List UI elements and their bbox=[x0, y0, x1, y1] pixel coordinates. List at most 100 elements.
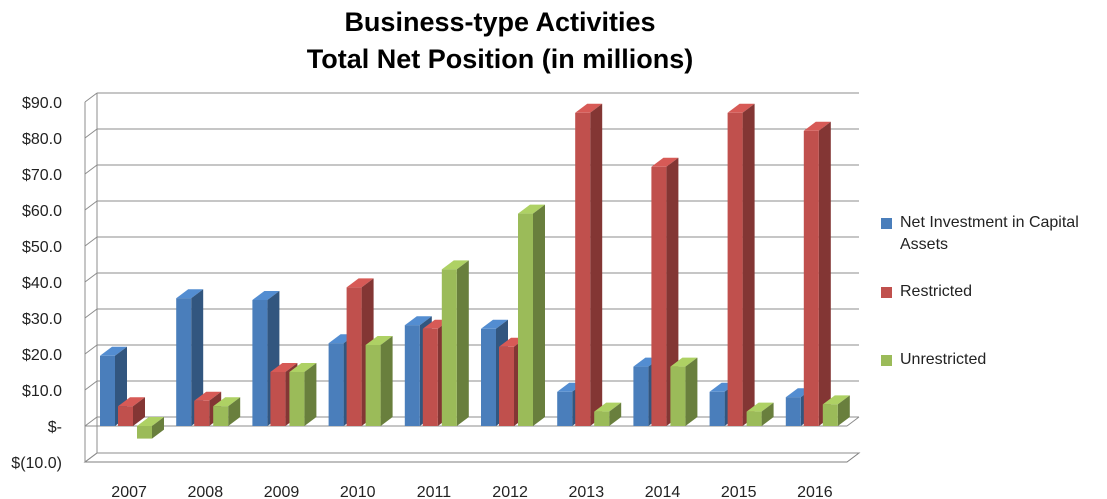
bar-top bbox=[289, 363, 317, 372]
bar bbox=[594, 411, 610, 426]
bar-side bbox=[609, 402, 622, 426]
gridline-side bbox=[84, 236, 98, 247]
y-tick-label: $70.0 bbox=[22, 167, 62, 184]
bar-top bbox=[651, 157, 679, 167]
chart-title: Business-type Activities Total Net Posit… bbox=[0, 4, 1000, 78]
bar bbox=[289, 372, 305, 426]
plot-floor bbox=[83, 452, 861, 463]
zero-baseline-side bbox=[846, 416, 860, 427]
bar-top bbox=[118, 397, 145, 407]
legend-label-unrestricted: Unrestricted bbox=[900, 351, 987, 368]
legend-item-unrestricted: Unrestricted bbox=[881, 349, 1107, 371]
bar-side bbox=[837, 395, 850, 426]
bar-top bbox=[270, 363, 298, 372]
gridline-side bbox=[84, 380, 98, 391]
bar-top bbox=[100, 346, 127, 356]
y-tick-label: $50.0 bbox=[22, 239, 62, 256]
bar bbox=[670, 366, 686, 426]
bar bbox=[557, 391, 573, 426]
bar-side bbox=[191, 289, 204, 426]
legend-label-restricted: Restricted bbox=[900, 283, 973, 300]
bar-top bbox=[404, 316, 432, 326]
bar-top bbox=[194, 391, 222, 401]
bar-top bbox=[670, 357, 698, 367]
gridline-side bbox=[84, 272, 98, 283]
bar bbox=[328, 343, 344, 426]
bar bbox=[422, 328, 438, 426]
bar-side bbox=[228, 397, 241, 426]
gridline-side bbox=[84, 416, 98, 427]
chart-title-line-2: Total Net Position (in millions) bbox=[306, 44, 694, 74]
bar bbox=[194, 400, 210, 426]
bar-top bbox=[441, 260, 469, 270]
y-tick-label: $30.0 bbox=[22, 311, 62, 328]
bar bbox=[441, 269, 457, 426]
legend-swatch-restricted bbox=[881, 287, 892, 298]
legend-label-net-investment: Net Investment in Capital Assets bbox=[900, 214, 1079, 253]
x-tick-label: 2009 bbox=[264, 484, 300, 499]
y-tick-label: $20.0 bbox=[22, 347, 62, 364]
bar-side bbox=[152, 417, 164, 439]
bar-side bbox=[685, 357, 698, 426]
bar bbox=[651, 166, 667, 427]
bar bbox=[633, 366, 649, 426]
x-tick-label: 2011 bbox=[417, 484, 452, 499]
y-tick-label: $80.0 bbox=[22, 131, 62, 148]
y-tick-label: $90.0 bbox=[22, 95, 62, 112]
x-tick-label: 2016 bbox=[797, 484, 833, 499]
x-tick-label: 2014 bbox=[645, 484, 681, 499]
x-tick-label: 2010 bbox=[340, 484, 376, 499]
y-tick-label: $(10.0) bbox=[11, 455, 62, 472]
legend-swatch-net-investment bbox=[881, 218, 892, 229]
bar-side bbox=[742, 103, 755, 427]
bar bbox=[822, 404, 838, 426]
x-tick-label: 2008 bbox=[188, 484, 224, 499]
bar bbox=[270, 372, 286, 426]
bar bbox=[481, 328, 496, 426]
y-tick-label: $- bbox=[48, 419, 62, 436]
legend-swatch-unrestricted bbox=[881, 355, 892, 366]
bar-top bbox=[346, 278, 374, 288]
bar bbox=[518, 213, 533, 426]
gridline-side bbox=[84, 200, 98, 211]
bar-top bbox=[365, 336, 393, 345]
x-tick-label: 2015 bbox=[721, 484, 757, 499]
bar-top bbox=[575, 103, 603, 113]
bar bbox=[803, 130, 819, 427]
bar bbox=[404, 325, 420, 426]
bar bbox=[709, 391, 725, 426]
bar bbox=[213, 406, 229, 426]
legend-item-restricted: Restricted bbox=[881, 281, 1107, 303]
bar-side bbox=[456, 260, 469, 426]
bar-top bbox=[727, 103, 755, 113]
bar bbox=[100, 355, 115, 426]
bar bbox=[176, 298, 192, 426]
gridline-side bbox=[84, 344, 98, 355]
bar-side bbox=[590, 103, 603, 427]
x-tick-label: 2013 bbox=[569, 484, 605, 499]
y-tick-label: $10.0 bbox=[22, 383, 62, 400]
bar-side bbox=[761, 402, 774, 426]
y-tick-label: $60.0 bbox=[22, 203, 62, 220]
bar bbox=[727, 112, 743, 427]
y-tick-label: $40.0 bbox=[22, 275, 62, 292]
bar bbox=[365, 345, 381, 426]
chart-legend: Net Investment in Capital Assets Restric… bbox=[881, 212, 1107, 368]
bar bbox=[746, 411, 762, 426]
bar-top bbox=[481, 319, 508, 329]
bar-top bbox=[822, 395, 850, 405]
bar-side bbox=[666, 157, 679, 427]
x-tick-label: 2007 bbox=[111, 484, 147, 499]
x-tick-label: 2012 bbox=[492, 484, 528, 499]
gridline-side bbox=[84, 164, 98, 175]
bar-top bbox=[252, 291, 280, 300]
bar bbox=[785, 397, 801, 426]
bar bbox=[499, 346, 514, 426]
gridline-side bbox=[84, 128, 98, 139]
bar-side bbox=[380, 336, 393, 426]
bar-side bbox=[133, 397, 145, 426]
bar-top bbox=[137, 417, 164, 426]
bar-top bbox=[213, 397, 241, 407]
bar-top bbox=[518, 204, 545, 214]
